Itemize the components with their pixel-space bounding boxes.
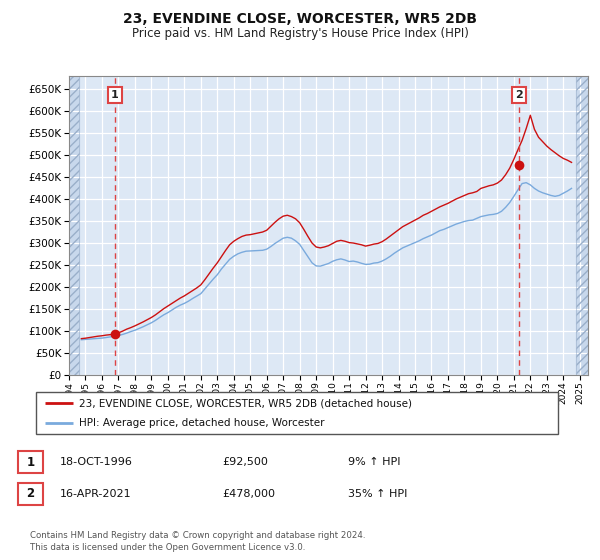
Text: 2: 2 [515, 90, 523, 100]
Text: £478,000: £478,000 [222, 489, 275, 499]
Text: HPI: Average price, detached house, Worcester: HPI: Average price, detached house, Worc… [79, 418, 325, 428]
Text: 23, EVENDINE CLOSE, WORCESTER, WR5 2DB: 23, EVENDINE CLOSE, WORCESTER, WR5 2DB [123, 12, 477, 26]
Bar [69, 76, 79, 375]
Text: 9% ↑ HPI: 9% ↑ HPI [348, 457, 401, 467]
Text: 35% ↑ HPI: 35% ↑ HPI [348, 489, 407, 499]
Text: 2: 2 [26, 487, 35, 501]
Text: 16-APR-2021: 16-APR-2021 [60, 489, 131, 499]
Text: Contains HM Land Registry data © Crown copyright and database right 2024.
This d: Contains HM Land Registry data © Crown c… [30, 531, 365, 552]
Text: 23, EVENDINE CLOSE, WORCESTER, WR5 2DB (detached house): 23, EVENDINE CLOSE, WORCESTER, WR5 2DB (… [79, 398, 412, 408]
Bar [575, 76, 588, 375]
FancyBboxPatch shape [36, 392, 558, 434]
Text: £92,500: £92,500 [222, 457, 268, 467]
Text: Price paid vs. HM Land Registry's House Price Index (HPI): Price paid vs. HM Land Registry's House … [131, 27, 469, 40]
Text: 1: 1 [26, 455, 35, 469]
Text: 18-OCT-1996: 18-OCT-1996 [60, 457, 133, 467]
Text: 1: 1 [111, 90, 119, 100]
